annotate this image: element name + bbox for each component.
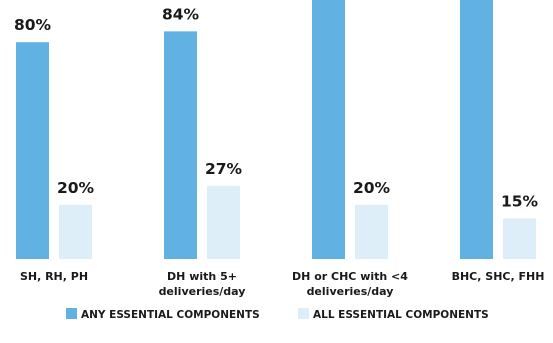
category-label-line: deliveries/day [159,285,246,298]
category-label-1: DH with 5+ deliveries/day [159,270,246,298]
category-label-3: BHC, SHC, FHH [452,270,545,283]
value-label-any-0: 80% [14,16,52,34]
value-labels: 80%20%84%27%97%20%96%15% [14,5,539,210]
value-label-all-0: 20% [57,179,95,197]
value-label-all-2: 20% [353,179,391,197]
bar-any-3 [460,0,493,260]
category-label-line: DH with 5+ [167,270,237,283]
value-label-all-1: 27% [205,160,243,178]
category-label-line: BHC, SHC, FHH [452,270,545,283]
bar-all-1 [207,185,240,259]
value-label-any-1: 84% [162,5,200,23]
bar-all-3 [503,218,536,259]
category-label-2: DH or CHC with <4 deliveries/day [292,270,408,298]
legend-label-any: ANY ESSENTIAL COMPONENTS [81,309,260,321]
value-label-all-3: 15% [501,192,539,210]
legend-swatch-any [66,308,77,319]
bar-all-2 [355,204,388,259]
legend-swatch-all [298,308,309,319]
category-label-line: SH, RH, PH [20,270,88,283]
bar-any-1 [164,31,197,259]
category-label-line: deliveries/day [307,285,394,298]
bar-any-2 [312,0,345,259]
legend-label-all: ALL ESSENTIAL COMPONENTS [313,309,489,321]
legend: ANY ESSENTIAL COMPONENTS ALL ESSENTIAL CO… [66,308,489,321]
bars [16,0,536,260]
category-label-line: DH or CHC with <4 [292,270,408,283]
bar-all-0 [59,204,92,259]
category-label-0: SH, RH, PH [20,270,88,283]
bar-any-0 [16,42,49,260]
